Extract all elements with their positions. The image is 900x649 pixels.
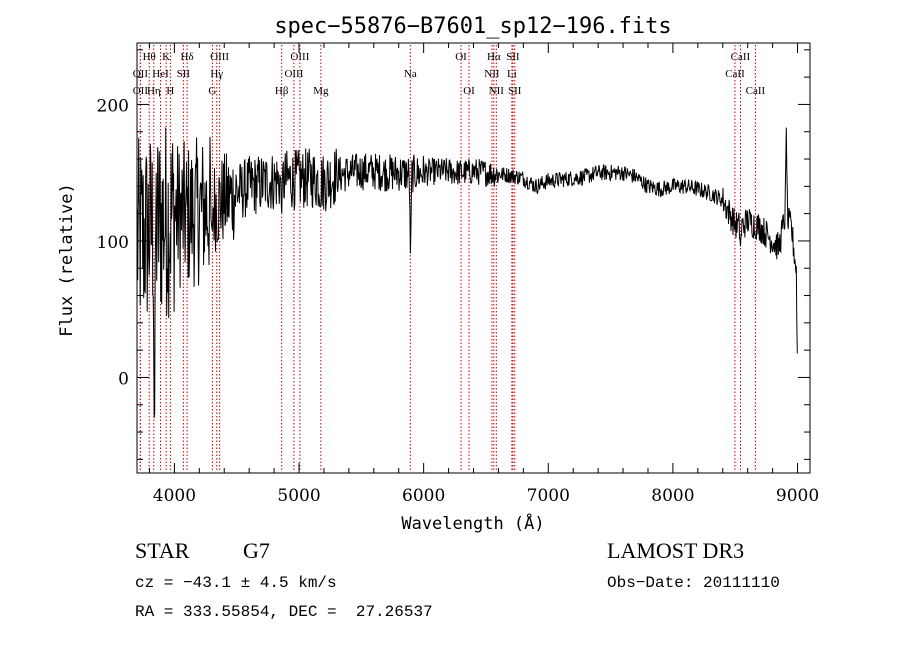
y-axis-label: Flux (relative) [57, 183, 77, 337]
line-label-15: NII [484, 68, 500, 80]
spectrum-line [136, 127, 798, 418]
x-tick-label: 5000 [277, 486, 320, 506]
line-markers [139, 45, 756, 471]
line-label-10: HeI [152, 68, 169, 80]
coordinates: RA = 333.55854, DEC = 27.26537 [135, 603, 433, 621]
redshift-velocity: cz = −43.1 ± 4.5 km/s [135, 574, 337, 592]
line-label-8: CaII [731, 51, 751, 63]
line-label-11: SII [177, 68, 191, 80]
line-label-2: Hδ [181, 51, 194, 63]
line-label-14: Na [404, 68, 417, 80]
subclass: G7 [243, 538, 270, 563]
x-axis-label: Wavelength (Å) [401, 512, 544, 534]
x-tick-label: 9000 [776, 486, 819, 506]
x-tick-label: 4000 [153, 486, 196, 506]
line-label-17: CaII [725, 68, 745, 80]
line-label-23: Mg [313, 85, 329, 97]
line-label-3: OIII [210, 51, 229, 63]
line-label-9: OII [133, 68, 149, 80]
x-axis: 4000 5000 6000 7000 8000 9000 [148, 43, 819, 506]
plot-frame [136, 42, 811, 474]
line-label-0: Hθ [143, 51, 156, 63]
line-label-25: NII [489, 85, 505, 97]
line-label-21: G [208, 85, 216, 97]
line-labels: Hθ K Hδ OIII OIII OI Hα SII CaII OII HeI SII Hγ OIII N… [133, 51, 766, 97]
y-axis: 0 100 200 [97, 49, 810, 460]
object-class: STAR [135, 538, 190, 563]
line-label-22: Hβ [275, 85, 289, 97]
survey-name: LAMOST DR3 [607, 538, 745, 563]
line-label-7: SII [506, 51, 520, 63]
line-label-27: CaII [746, 85, 766, 97]
x-tick-label: 6000 [402, 486, 445, 506]
obs-date: Obs−Date: 20111110 [607, 574, 780, 592]
line-label-16: Li [507, 68, 517, 80]
line-label-4: OIII [290, 51, 309, 63]
line-label-6: Hα [487, 51, 501, 63]
line-label-13: OIII [284, 68, 303, 80]
y-tick-label: 0 [118, 369, 129, 389]
line-label-12: Hγ [210, 68, 223, 80]
line-label-26: SII [508, 85, 522, 97]
line-label-20: H [166, 85, 174, 97]
chart-title: spec−55876−B7601_sp12−196.fits [274, 14, 671, 39]
x-tick-label: 8000 [651, 486, 694, 506]
line-label-19: Hη [147, 85, 161, 97]
x-tick-label: 7000 [527, 486, 570, 506]
line-label-24: OI [463, 85, 475, 97]
line-label-1: K [162, 51, 170, 63]
y-tick-label: 200 [97, 96, 129, 116]
y-tick-label: 100 [97, 233, 129, 253]
line-label-5: OI [455, 51, 467, 63]
